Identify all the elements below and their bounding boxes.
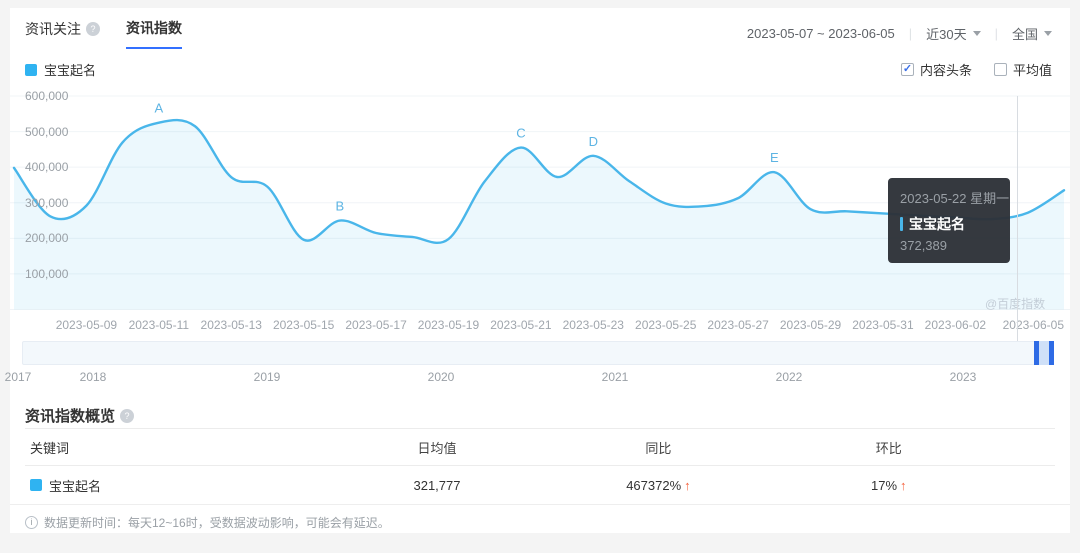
- keyword-swatch-icon: [30, 479, 42, 491]
- section-title: 资讯指数概览: [25, 408, 116, 425]
- line-chart-svg: A B C D E: [10, 95, 1070, 310]
- keyword-label: 宝宝起名: [44, 63, 97, 78]
- year-label: 2021: [601, 370, 629, 384]
- x-axis-label: 2023-05-25: [635, 318, 697, 332]
- y-axis-label: 200,000: [25, 231, 69, 246]
- year-label: 2023: [949, 370, 977, 384]
- col-keyword: 关键词: [30, 440, 70, 456]
- index-card: 资讯关注 ? 资讯指数 2023-05-07 ~ 2023-06-05 | 近3…: [5, 8, 1070, 533]
- tab-news-index[interactable]: 资讯指数: [126, 18, 182, 49]
- tab-news-attention[interactable]: 资讯关注 ?: [25, 19, 100, 48]
- navigator-handle-right[interactable]: [1049, 341, 1054, 365]
- hover-crosshair: [1017, 96, 1018, 344]
- tooltip-value: 372,389: [900, 238, 947, 253]
- trend-chart[interactable]: A B C D E @百度指数 600,000 500,000 400,000 300,000…: [10, 88, 1070, 340]
- trend-line: [12, 118, 1066, 244]
- tabs: 资讯关注 ? 资讯指数: [25, 18, 182, 49]
- x-axis-label: 2023-05-11: [128, 318, 190, 332]
- tab-label: 资讯指数: [126, 19, 182, 36]
- divider: |: [994, 26, 998, 41]
- x-axis-label: 2023-05-13: [200, 318, 262, 332]
- chart-tooltip: 2023-05-22 星期一 宝宝起名 372,389: [888, 178, 1010, 263]
- footer-note: i 数据更新时间：每天12~16时，受数据波动影响，可能会有延迟。: [10, 504, 1070, 540]
- info-icon: i: [25, 516, 38, 529]
- x-axis-label: 2023-05-21: [490, 318, 552, 332]
- overview-header: 资讯指数概览 ?: [25, 405, 135, 426]
- year-label: 2019: [253, 370, 281, 384]
- year-label: 2017: [4, 370, 32, 384]
- tooltip-series: 宝宝起名: [900, 214, 998, 234]
- yoy-value: 467372% ↑: [626, 477, 691, 493]
- peak-marker-B: B: [336, 199, 345, 214]
- x-axis-label: 2023-05-23: [562, 318, 624, 332]
- keyword-swatch-icon: [25, 63, 37, 76]
- date-range-text: 2023-05-07 ~ 2023-06-05: [746, 26, 895, 41]
- help-icon[interactable]: ?: [120, 408, 135, 423]
- col-mom: 环比: [875, 440, 902, 456]
- col-daily-avg: 日均值: [417, 440, 457, 456]
- chart-legend: 宝宝起名: [25, 60, 96, 79]
- x-axis-label: 2023-05-19: [417, 318, 480, 332]
- overview-table: 关键词 日均值 同比 环比 宝宝起名 321,777 467372% ↑ 17% ↑: [25, 428, 1055, 504]
- series-color-bar: [900, 217, 903, 231]
- peak-marker-A: A: [154, 101, 163, 116]
- keyword-cell: 宝宝起名: [25, 476, 324, 495]
- x-axis-label: 2023-05-29: [779, 318, 842, 332]
- year-label: 2020: [427, 370, 455, 384]
- y-axis-label: 400,000: [25, 160, 69, 175]
- peak-marker-E: E: [770, 150, 779, 165]
- up-arrow-icon: ↑: [684, 477, 691, 493]
- tab-label: 资讯关注: [25, 20, 81, 37]
- navigator-handle-left[interactable]: [1034, 341, 1039, 365]
- y-axis-label: 600,000: [25, 89, 69, 104]
- chevron-down-icon: [972, 31, 981, 36]
- peak-marker-C: C: [516, 126, 525, 141]
- y-axis-label: 500,000: [25, 124, 69, 139]
- x-axis-label: 2023-05-27: [707, 318, 769, 332]
- year-label: 2022: [775, 370, 803, 384]
- checkbox-checked-icon: ✓: [900, 63, 914, 76]
- mom-value: 17% ↑: [871, 477, 907, 493]
- toggle-average[interactable]: 平均值: [993, 60, 1052, 79]
- period-dropdown[interactable]: 近30天: [926, 24, 981, 43]
- watermark: @百度指数: [985, 297, 1046, 311]
- x-axis-label: 2023-06-02: [924, 318, 987, 332]
- tooltip-date: 2023-05-22 星期一: [900, 191, 1010, 206]
- divider: |: [908, 26, 913, 41]
- table-header-row: 关键词 日均值 同比 环比: [25, 428, 1055, 466]
- y-axis-label: 300,000: [25, 195, 69, 210]
- help-icon[interactable]: ?: [86, 21, 100, 36]
- toggle-content-headlines[interactable]: ✓ 内容头条: [900, 63, 972, 78]
- x-axis-label: 2023-05-15: [272, 318, 335, 332]
- daily-avg-value: 321,777: [413, 477, 461, 493]
- peak-marker-D: D: [589, 134, 598, 149]
- series-toggles: ✓ 内容头条 平均值: [879, 60, 1052, 79]
- chevron-down-icon: [1044, 31, 1052, 36]
- x-axis-label: 2023-05-17: [345, 318, 407, 332]
- area-fill: [14, 120, 1064, 310]
- col-yoy: 同比: [645, 440, 672, 456]
- y-axis-label: 100,000: [25, 266, 69, 281]
- checkbox-unchecked-icon: [993, 63, 1007, 76]
- x-axis-label: 2023-05-31: [852, 318, 914, 332]
- timeline-navigator[interactable]: [22, 341, 1054, 365]
- table-row: 宝宝起名 321,777 467372% ↑ 17% ↑: [25, 466, 1055, 504]
- year-label: 2018: [79, 370, 107, 384]
- x-axis-label: 2023-05-09: [55, 318, 118, 332]
- region-dropdown[interactable]: 全国: [1012, 24, 1052, 43]
- header-controls: 2023-05-07 ~ 2023-06-05 | 近30天 | 全国: [747, 24, 1052, 43]
- x-axis-label: 2023-06-05: [1002, 318, 1064, 332]
- up-arrow-icon: ↑: [900, 477, 907, 493]
